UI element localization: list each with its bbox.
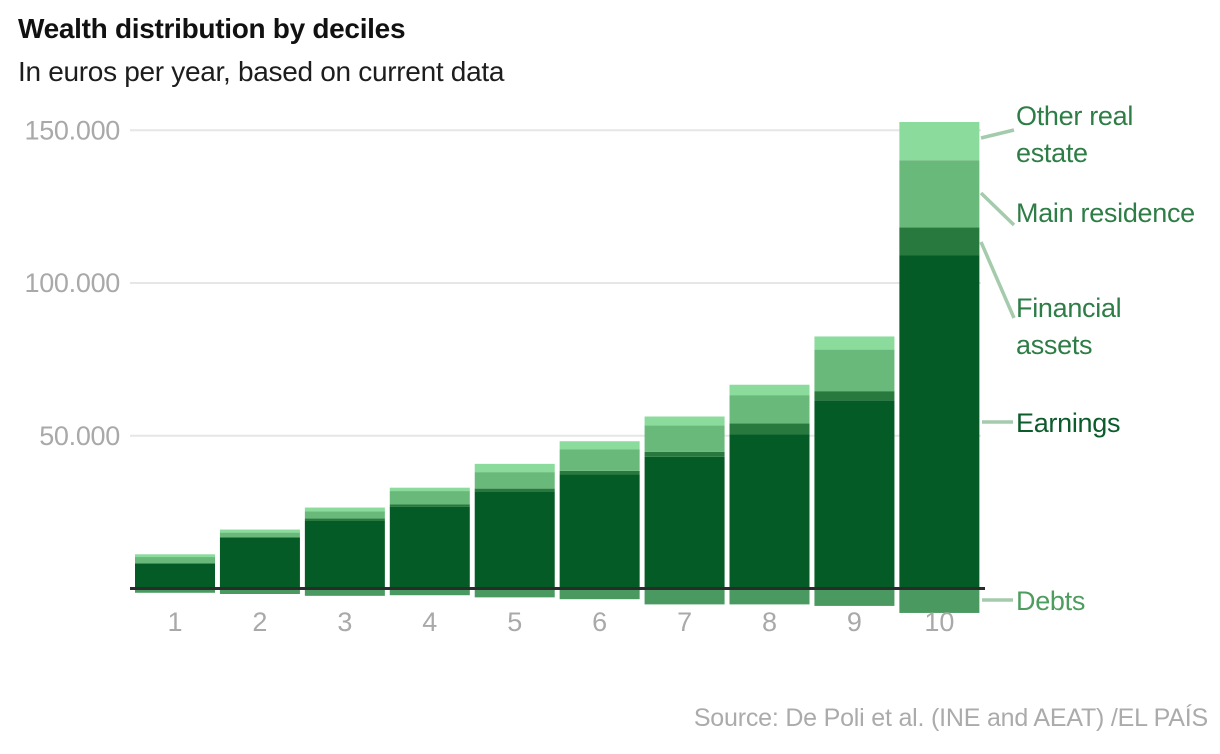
x-tick-label-2: 2 bbox=[252, 607, 267, 637]
x-tick-label-5: 5 bbox=[507, 607, 522, 637]
bar-segment-debts-decile-7 bbox=[644, 588, 725, 605]
bar-segment-financial_assets-decile-6 bbox=[559, 470, 640, 475]
x-tick-label-8: 8 bbox=[762, 607, 777, 637]
bar-segment-financial_assets-decile-7 bbox=[644, 451, 725, 457]
bar-segment-financial_assets-decile-4 bbox=[389, 504, 470, 507]
bar-segment-earnings-decile-6 bbox=[559, 474, 640, 589]
bar-segment-other_real_estate-decile-9 bbox=[814, 336, 895, 350]
bar-segment-other_real_estate-decile-8 bbox=[729, 384, 810, 396]
legend-label-earnings: Earnings bbox=[1016, 408, 1121, 438]
legend-label-debts: Debts bbox=[1016, 586, 1086, 616]
x-tick-label-10: 10 bbox=[924, 607, 954, 637]
bar-segment-other_real_estate-decile-6 bbox=[559, 441, 640, 450]
bar-segment-debts-decile-3 bbox=[304, 588, 385, 596]
bar-segment-main_residence-decile-6 bbox=[559, 449, 640, 471]
bar-segment-debts-decile-8 bbox=[729, 588, 810, 605]
bar-segment-earnings-decile-8 bbox=[729, 434, 810, 589]
bar-segment-main_residence-decile-4 bbox=[389, 491, 470, 505]
bar-segment-earnings-decile-5 bbox=[474, 491, 555, 589]
bar-segment-other_real_estate-decile-4 bbox=[389, 487, 470, 492]
bar-segment-other_real_estate-decile-10 bbox=[899, 122, 980, 161]
bar-segment-earnings-decile-7 bbox=[644, 456, 725, 589]
bar-segment-main_residence-decile-8 bbox=[729, 395, 810, 424]
bar-segment-other_real_estate-decile-3 bbox=[304, 507, 385, 512]
legend-label-main-residence: Main residence bbox=[1016, 198, 1195, 228]
bar-segment-debts-decile-9 bbox=[814, 588, 895, 606]
bar-segment-earnings-decile-9 bbox=[814, 400, 895, 589]
x-tick-label-7: 7 bbox=[677, 607, 692, 637]
bar-segment-main_residence-decile-2 bbox=[219, 532, 300, 538]
bar-segment-other_real_estate-decile-5 bbox=[474, 463, 555, 473]
bar-segment-other_real_estate-decile-7 bbox=[644, 416, 725, 426]
x-tick-label-3: 3 bbox=[337, 607, 352, 637]
bar-segment-debts-decile-2 bbox=[219, 588, 300, 594]
bar-segment-main_residence-decile-10 bbox=[899, 160, 980, 228]
bar-segment-debts-decile-5 bbox=[474, 588, 555, 598]
bar-segment-financial_assets-decile-9 bbox=[814, 391, 895, 401]
source-attribution: Source: De Poli et al. (INE and AEAT) /E… bbox=[693, 704, 1208, 732]
y-tick-label-150000: 150.000 bbox=[25, 115, 121, 145]
x-tick-label-9: 9 bbox=[847, 607, 862, 637]
bar-segment-main_residence-decile-5 bbox=[474, 472, 555, 489]
chart-title: Wealth distribution by deciles bbox=[18, 13, 406, 44]
x-tick-label-6: 6 bbox=[592, 607, 607, 637]
legend-label-financial-assets: Financial assets bbox=[1016, 293, 1122, 360]
bar-segment-debts-decile-4 bbox=[389, 588, 470, 596]
bar-segment-financial_assets-decile-8 bbox=[729, 423, 810, 435]
leader-line-other_real_estate bbox=[980, 128, 1015, 140]
chart-subtitle: In euros per year, based on current data bbox=[18, 56, 505, 87]
y-tick-label-100000: 100.000 bbox=[25, 268, 121, 298]
bar-segment-other_real_estate-decile-1 bbox=[135, 554, 215, 558]
y-tick-label-50000: 50.000 bbox=[39, 421, 120, 451]
bar-segment-debts-decile-6 bbox=[559, 588, 640, 600]
chart-header: Wealth distribution by deciles In euros … bbox=[18, 12, 504, 88]
bar-segment-financial_assets-decile-10 bbox=[899, 227, 980, 256]
bar-segment-main_residence-decile-9 bbox=[814, 349, 895, 392]
x-tick-label-1: 1 bbox=[167, 607, 182, 637]
bar-segment-debts-decile-10 bbox=[899, 588, 980, 613]
bar-segment-earnings-decile-2 bbox=[219, 537, 300, 589]
bar-segment-main_residence-decile-3 bbox=[304, 511, 385, 519]
x-tick-label-4: 4 bbox=[422, 607, 437, 637]
bar-segment-main_residence-decile-1 bbox=[135, 557, 215, 564]
bar-segment-earnings-decile-10 bbox=[899, 255, 980, 589]
bar-segment-earnings-decile-4 bbox=[389, 506, 470, 589]
bar-segment-debts-decile-1 bbox=[135, 588, 215, 593]
bar-segment-financial_assets-decile-5 bbox=[474, 488, 555, 492]
bar-segment-earnings-decile-1 bbox=[135, 563, 215, 589]
leader-line-main_residence bbox=[979, 191, 1016, 227]
bar-segment-earnings-decile-3 bbox=[304, 520, 385, 589]
bar-segment-financial_assets-decile-3 bbox=[304, 518, 385, 521]
bar-segment-main_residence-decile-7 bbox=[644, 425, 725, 452]
bar-segment-other_real_estate-decile-2 bbox=[219, 529, 300, 533]
leader-line-financial_assets bbox=[979, 241, 1016, 319]
legend-label-other-real-estate: Other real estate bbox=[1016, 101, 1134, 168]
